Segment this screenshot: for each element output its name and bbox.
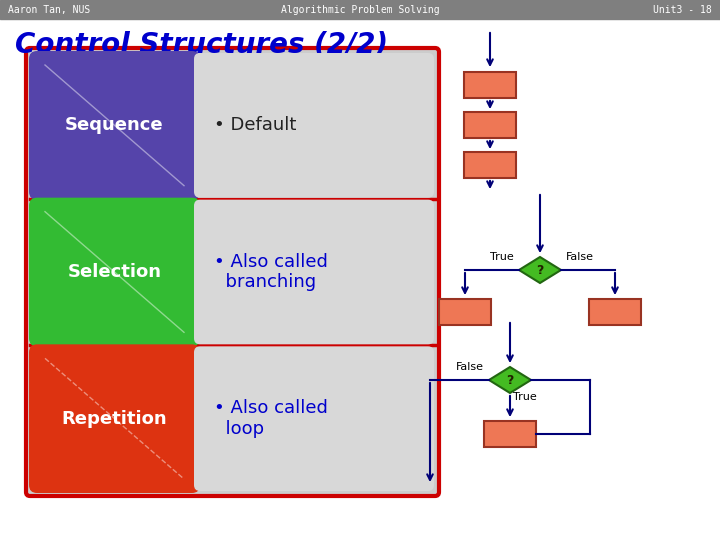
Text: ?: ? — [536, 264, 544, 276]
Text: Algorithmic Problem Solving: Algorithmic Problem Solving — [281, 5, 439, 15]
Bar — [464, 152, 516, 178]
FancyBboxPatch shape — [26, 48, 439, 496]
Text: Control Structures (2/2): Control Structures (2/2) — [15, 30, 388, 58]
FancyBboxPatch shape — [29, 198, 200, 346]
Text: • Default: • Default — [214, 116, 297, 134]
Polygon shape — [519, 257, 561, 283]
FancyBboxPatch shape — [194, 53, 434, 198]
Text: True: True — [490, 252, 514, 262]
Text: False: False — [456, 362, 484, 372]
Bar — [0, 0, 720, 19]
Bar — [439, 299, 491, 325]
FancyBboxPatch shape — [29, 51, 200, 200]
Text: Aaron Tan, NUS: Aaron Tan, NUS — [8, 5, 90, 15]
Text: False: False — [566, 252, 594, 262]
Text: Selection: Selection — [68, 263, 161, 281]
Text: Unit3 - 18: Unit3 - 18 — [653, 5, 712, 15]
Text: Repetition: Repetition — [62, 410, 167, 428]
Text: Sequence: Sequence — [66, 116, 164, 134]
Bar — [589, 299, 641, 325]
FancyBboxPatch shape — [194, 200, 434, 345]
Text: True: True — [513, 392, 536, 402]
Text: ?: ? — [506, 374, 513, 387]
Text: • Also called
  loop: • Also called loop — [214, 399, 328, 438]
FancyBboxPatch shape — [29, 345, 200, 493]
Bar — [484, 421, 536, 447]
Bar — [464, 112, 516, 138]
Text: • Also called
  branching: • Also called branching — [214, 253, 328, 292]
Bar — [464, 72, 516, 98]
Polygon shape — [489, 367, 531, 393]
FancyBboxPatch shape — [194, 346, 434, 491]
